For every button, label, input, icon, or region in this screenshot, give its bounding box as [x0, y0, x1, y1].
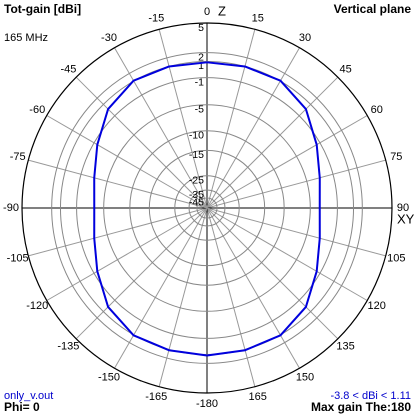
frequency: 165 MHz [4, 32, 48, 44]
chart-subtitle: Vertical plane [334, 2, 412, 16]
angle-tick-label: -150 [98, 372, 120, 384]
file-name: only_v.out [4, 390, 53, 402]
angle-grid-line [114, 47, 208, 209]
angle-grid-line [206, 29, 256, 209]
range-label: -3.8 < dBi < 1.11 [330, 390, 411, 402]
angle-tick-label: -90 [3, 202, 19, 214]
angle-grid-line [206, 207, 339, 340]
radial-tick-label: -35 [189, 189, 204, 201]
angle-tick-label: -135 [57, 340, 79, 352]
max-gain: Max gain The:180 [311, 400, 411, 414]
radial-grid-circle [188, 189, 226, 227]
angle-grid-line [206, 115, 368, 209]
radial-grid-circle [196, 197, 218, 219]
angle-tick-label: -165 [145, 391, 167, 403]
radial-grid-circle [51, 52, 363, 364]
angle-tick-label: -105 [7, 253, 29, 265]
radial-tick-label: -15 [189, 149, 204, 161]
radial-grid-circle [148, 149, 266, 267]
angle-grid-line [158, 207, 208, 387]
grid [21, 22, 393, 394]
radial-grid-circle [21, 22, 393, 394]
angle-tick-label: 165 [249, 391, 267, 403]
radial-tick-label: 1 [198, 60, 204, 72]
angle-grid-line [206, 207, 256, 387]
angle-grid-line [75, 76, 208, 209]
angle-grid-line [28, 159, 208, 209]
angle-tick-label: 105 [387, 253, 405, 265]
angle-tick-label: -75 [10, 151, 26, 163]
angle-tick-label: -15 [148, 13, 164, 25]
radial-tick-label: 2 [198, 51, 204, 63]
radial-tick-label: -25 [189, 175, 204, 187]
radial-tick-label: -10 [189, 130, 204, 142]
angle-tick-label: -60 [29, 104, 45, 116]
angle-grid-line [206, 207, 300, 369]
angle-tick-label: 150 [296, 372, 314, 384]
angle-tick-label: 30 [299, 32, 311, 44]
angle-tick-label: 0 [204, 6, 210, 18]
angle-grid-line [206, 207, 386, 257]
angle-tick-label: -120 [26, 300, 48, 312]
radial-tick-label: -5 [195, 103, 204, 115]
angle-tick-label: -180 [196, 398, 218, 410]
angle-grid-line [114, 207, 208, 369]
angle-tick-label: 45 [339, 63, 351, 75]
pattern-line [93, 61, 321, 357]
axis-label-z: Z [218, 3, 226, 18]
angle-tick-label: 15 [252, 13, 264, 25]
angle-grid-line [206, 207, 368, 301]
radial-grid-circle [129, 130, 285, 286]
angle-grid-line [158, 29, 208, 209]
angle-grid-line [28, 207, 208, 257]
angle-tick-label: 135 [336, 340, 354, 352]
angle-tick-label: 75 [390, 151, 402, 163]
radial-grid-circle [174, 175, 240, 241]
radial-tick-label: 5 [198, 22, 204, 34]
angle-grid-line [46, 115, 208, 209]
radial-tick-label: -1 [195, 76, 204, 88]
radial-grid-circle [76, 77, 338, 339]
angle-grid-line [206, 159, 386, 209]
phi-label: Phi= 0 [4, 400, 40, 414]
axis-label-xy: XY [397, 211, 415, 226]
angle-grid-line [46, 207, 208, 301]
angle-grid-line [75, 207, 208, 340]
radial-tick-label: -45 [189, 197, 204, 209]
radial-grid-circle [103, 104, 311, 312]
angle-tick-label: 90 [397, 202, 409, 214]
angle-tick-label: 120 [368, 300, 386, 312]
angle-tick-label: -30 [101, 32, 117, 44]
angle-tick-label: -45 [60, 63, 76, 75]
angle-tick-label: 60 [371, 104, 383, 116]
angle-grid-line [206, 76, 339, 209]
chart-title: Tot-gain [dBi] [4, 2, 81, 16]
angle-grid-line [206, 47, 300, 209]
